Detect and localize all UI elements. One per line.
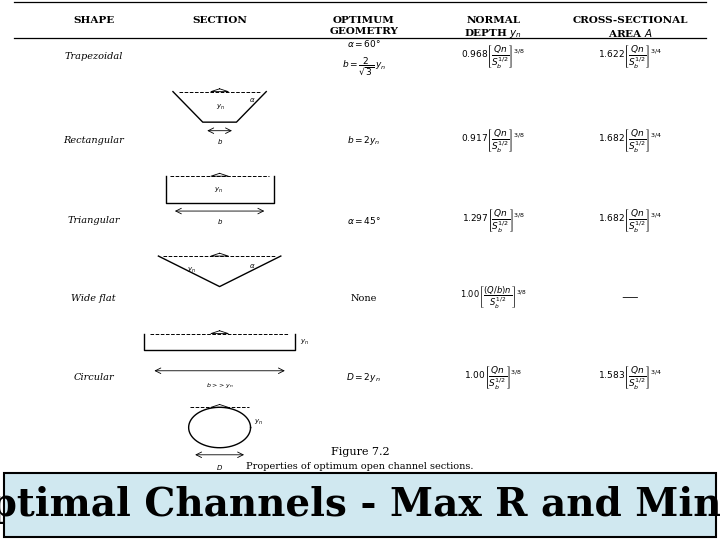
Text: SECTION: SECTION — [192, 16, 247, 25]
Text: Wide flat: Wide flat — [71, 294, 116, 302]
Text: $1.583\left[\dfrac{Qn}{S_b^{1/2}}\right]^{3/4}$: $1.583\left[\dfrac{Qn}{S_b^{1/2}}\right]… — [598, 364, 662, 391]
Text: $b = 2y_n$: $b = 2y_n$ — [347, 134, 380, 147]
Text: $\alpha = 60°$: $\alpha = 60°$ — [346, 38, 381, 49]
Text: $y_n$: $y_n$ — [187, 266, 197, 275]
Text: Circular: Circular — [73, 373, 114, 382]
Text: None: None — [351, 294, 377, 302]
Text: $y_n$: $y_n$ — [216, 103, 225, 112]
Text: $D$: $D$ — [216, 463, 223, 472]
Text: $\alpha = 45°$: $\alpha = 45°$ — [346, 215, 381, 226]
Text: Figure 7.2: Figure 7.2 — [330, 447, 390, 457]
Text: NORMAL
DEPTH $y_n$: NORMAL DEPTH $y_n$ — [464, 16, 522, 40]
Text: $y_n$: $y_n$ — [254, 418, 264, 427]
Text: Triangular: Triangular — [68, 216, 120, 225]
Text: $1.682\left[\dfrac{Qn}{S_b^{1/2}}\right]^{3/4}$: $1.682\left[\dfrac{Qn}{S_b^{1/2}}\right]… — [598, 127, 662, 154]
Text: OPTIMUM
GEOMETRY: OPTIMUM GEOMETRY — [329, 16, 398, 36]
Text: $b$: $b$ — [217, 217, 222, 226]
Text: $1.00\left[\dfrac{(Q/b)n}{S_b^{1/2}}\right]^{3/8}$: $1.00\left[\dfrac{(Q/b)n}{S_b^{1/2}}\rig… — [460, 285, 526, 311]
Text: Trapezoidal: Trapezoidal — [64, 52, 123, 60]
Text: CROSS-SECTIONAL
AREA $A$: CROSS-SECTIONAL AREA $A$ — [572, 16, 688, 39]
Text: $1.297\left[\dfrac{Qn}{S_b^{1/2}}\right]^{3/8}$: $1.297\left[\dfrac{Qn}{S_b^{1/2}}\right]… — [462, 207, 525, 234]
Text: $\alpha$: $\alpha$ — [248, 96, 255, 104]
Text: SHAPE: SHAPE — [73, 16, 114, 25]
Text: $b>>y_n$: $b>>y_n$ — [206, 381, 233, 390]
Text: $D = 2y_n$: $D = 2y_n$ — [346, 372, 381, 384]
Text: $0.917\left[\dfrac{Qn}{S_b^{1/2}}\right]^{3/8}$: $0.917\left[\dfrac{Qn}{S_b^{1/2}}\right]… — [462, 127, 525, 154]
Text: Optimal Channels - Max R and Min P: Optimal Channels - Max R and Min P — [0, 486, 720, 524]
Text: Properties of optimum open channel sections.: Properties of optimum open channel secti… — [246, 462, 474, 470]
Text: $b = \dfrac{2}{\sqrt{3}}\,y_n$: $b = \dfrac{2}{\sqrt{3}}\,y_n$ — [341, 56, 386, 77]
Text: $0.968\left[\dfrac{Qn}{S_b^{1/2}}\right]^{3/8}$: $0.968\left[\dfrac{Qn}{S_b^{1/2}}\right]… — [462, 43, 525, 70]
Text: —: — — [621, 289, 639, 307]
Text: $y_n$: $y_n$ — [215, 186, 223, 195]
Text: $1.622\left[\dfrac{Qn}{S_b^{1/2}}\right]^{3/4}$: $1.622\left[\dfrac{Qn}{S_b^{1/2}}\right]… — [598, 43, 662, 70]
Text: $b$: $b$ — [217, 137, 222, 146]
FancyBboxPatch shape — [4, 472, 716, 537]
Text: Rectangular: Rectangular — [63, 136, 124, 145]
Text: $\alpha$: $\alpha$ — [249, 262, 256, 270]
Text: $y_n$: $y_n$ — [300, 338, 309, 347]
Text: $1.00\left[\dfrac{Qn}{S_b^{1/2}}\right]^{3/8}$: $1.00\left[\dfrac{Qn}{S_b^{1/2}}\right]^… — [464, 364, 522, 391]
Text: $1.682\left[\dfrac{Qn}{S_b^{1/2}}\right]^{3/4}$: $1.682\left[\dfrac{Qn}{S_b^{1/2}}\right]… — [598, 207, 662, 234]
